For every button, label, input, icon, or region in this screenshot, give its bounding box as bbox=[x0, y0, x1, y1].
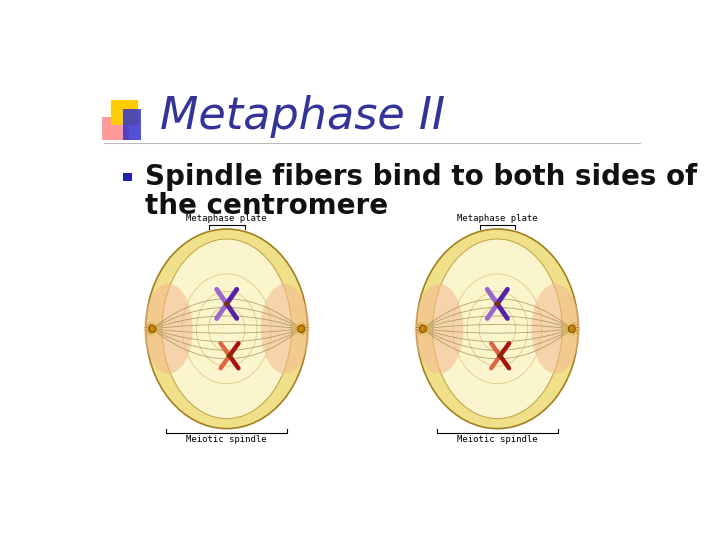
Ellipse shape bbox=[564, 321, 580, 336]
Ellipse shape bbox=[261, 284, 309, 374]
FancyBboxPatch shape bbox=[124, 109, 141, 140]
FancyBboxPatch shape bbox=[124, 173, 132, 181]
Ellipse shape bbox=[415, 284, 464, 374]
Text: Metaphase II: Metaphase II bbox=[160, 95, 445, 138]
Ellipse shape bbox=[568, 325, 575, 333]
Ellipse shape bbox=[433, 239, 562, 418]
Ellipse shape bbox=[298, 325, 305, 333]
Ellipse shape bbox=[149, 325, 156, 333]
Circle shape bbox=[495, 302, 500, 306]
Ellipse shape bbox=[144, 321, 161, 336]
Text: Metaphase plate: Metaphase plate bbox=[457, 214, 538, 223]
Circle shape bbox=[225, 302, 229, 306]
Ellipse shape bbox=[293, 321, 310, 336]
Ellipse shape bbox=[162, 239, 292, 418]
Circle shape bbox=[228, 354, 232, 357]
Text: the centromere: the centromere bbox=[145, 192, 388, 220]
Text: Spindle fibers bind to both sides of: Spindle fibers bind to both sides of bbox=[145, 163, 697, 191]
Text: Meiotic spindle: Meiotic spindle bbox=[186, 435, 267, 444]
Ellipse shape bbox=[415, 321, 431, 336]
FancyBboxPatch shape bbox=[111, 100, 138, 125]
Ellipse shape bbox=[144, 284, 193, 374]
Ellipse shape bbox=[420, 325, 426, 333]
Ellipse shape bbox=[145, 229, 307, 429]
Text: Meiotic spindle: Meiotic spindle bbox=[457, 435, 538, 444]
Ellipse shape bbox=[531, 284, 580, 374]
Circle shape bbox=[498, 354, 503, 357]
Ellipse shape bbox=[416, 229, 578, 429]
FancyBboxPatch shape bbox=[102, 117, 129, 140]
Text: Metaphase plate: Metaphase plate bbox=[186, 214, 267, 223]
